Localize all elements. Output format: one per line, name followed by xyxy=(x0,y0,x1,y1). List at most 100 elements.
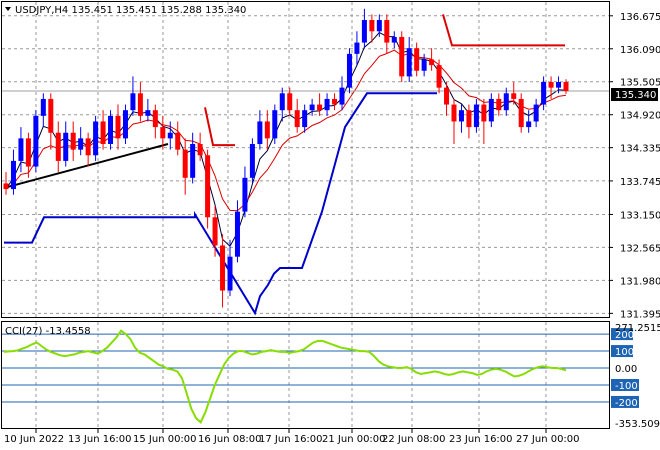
cci-level-label: 0.00 xyxy=(615,364,637,375)
candle-body xyxy=(220,245,226,291)
candle-body xyxy=(287,93,293,111)
candle-body xyxy=(332,98,338,105)
candle-body xyxy=(339,87,345,105)
candle-body xyxy=(18,138,24,161)
fast-moving-average xyxy=(5,31,567,248)
candle-body xyxy=(167,132,173,139)
time-axis-label: 10 Jun 2022 xyxy=(4,434,64,445)
price-tick-label: 131.395 xyxy=(620,309,660,320)
candle-body xyxy=(436,65,442,88)
time-axis-label: 16 Jun 08:00 xyxy=(198,434,262,445)
candle-body xyxy=(78,138,84,150)
candle-body xyxy=(294,110,300,128)
candle-body xyxy=(429,59,435,66)
candle-body xyxy=(100,121,106,145)
price-tick-label: 136.675 xyxy=(620,12,660,23)
candle-body xyxy=(354,42,360,54)
candle-body xyxy=(242,177,248,212)
candle-body xyxy=(511,93,517,99)
candle-body xyxy=(317,104,323,111)
candle-body xyxy=(518,98,524,128)
candle-body xyxy=(137,93,143,116)
cci-header: CCI(27) -13.4558 xyxy=(5,326,91,337)
candle-body xyxy=(257,121,263,145)
candle-body xyxy=(130,93,136,111)
candle-body xyxy=(227,256,233,291)
candle-body xyxy=(48,98,54,133)
candle-body xyxy=(175,132,181,150)
candle-body xyxy=(361,20,367,43)
time-axis-label: 17 Jun 16:00 xyxy=(259,434,323,445)
candle-body xyxy=(212,217,218,246)
price-tick-label: 133.745 xyxy=(620,177,660,188)
trailing-stop-resistance xyxy=(442,14,565,47)
candle-body xyxy=(25,138,31,167)
cci-level-tag xyxy=(611,395,639,408)
indicator-overlays xyxy=(2,14,609,316)
cci-indicator: 200 100 0.00 -100 -200 271.2515 -353.5092 xyxy=(2,323,660,430)
candle-body xyxy=(458,110,464,122)
candle-body xyxy=(205,155,211,218)
candle-body xyxy=(279,93,285,111)
cci-level-label: 200 xyxy=(615,330,634,341)
cci-level-tag xyxy=(611,328,633,341)
candle-body xyxy=(488,98,494,122)
current-price-tag xyxy=(611,88,658,101)
candle-body xyxy=(10,160,16,190)
time-axis-label: 15 Jun 00:00 xyxy=(133,434,197,445)
candle-body xyxy=(3,183,9,190)
price-tick-label: 131.980 xyxy=(620,276,660,287)
time-axis-label: 27 Jun 00:00 xyxy=(516,434,580,445)
candle-body xyxy=(108,115,114,145)
candle-body xyxy=(391,36,397,43)
candle-body xyxy=(182,149,188,178)
axes: 136.675 136.090 135.505 134.920 134.335 133.7… xyxy=(4,12,660,445)
price-tick-label: 135.505 xyxy=(620,78,660,89)
current-price-label: 135.340 xyxy=(615,90,656,101)
candle-body xyxy=(249,144,255,178)
candles xyxy=(3,8,569,308)
candle-body xyxy=(526,121,532,128)
candle-body xyxy=(473,104,479,128)
candle-body xyxy=(496,98,502,111)
time-axis-label: 13 Jun 16:00 xyxy=(68,434,132,445)
candle-body xyxy=(85,138,91,156)
candle-body xyxy=(451,104,457,122)
cci-level-label: -200 xyxy=(615,398,638,409)
candle-body xyxy=(190,144,196,178)
dropdown-triangle-icon[interactable] xyxy=(5,7,11,11)
candle-body xyxy=(503,93,509,111)
chart-header: USDJPY,H4 135.451 135.451 135.288 135.34… xyxy=(15,5,246,16)
candle-body xyxy=(414,48,420,71)
cci-level-label: 100 xyxy=(615,347,634,358)
candle-body xyxy=(406,48,412,77)
candle-body xyxy=(346,53,352,88)
price-tick-label: 136.090 xyxy=(620,45,660,56)
candle-body xyxy=(399,36,405,77)
trailing-stop-resistance xyxy=(204,107,235,147)
candle-body xyxy=(115,115,121,139)
candle-body xyxy=(93,121,99,156)
candle-body xyxy=(70,132,76,150)
slow-moving-average xyxy=(5,49,567,212)
candle-body xyxy=(55,132,61,161)
cci-max-label: 271.2515 xyxy=(615,323,660,334)
time-axis-label: 21 Jun 00:00 xyxy=(322,434,386,445)
price-tick-label: 134.920 xyxy=(620,111,660,122)
price-tick-label: 133.150 xyxy=(620,210,660,221)
candle-body xyxy=(324,98,330,111)
price-panel-frame xyxy=(1,1,610,318)
candle-body xyxy=(369,20,375,32)
candle-body xyxy=(272,110,278,139)
candle-body xyxy=(563,82,569,92)
cci-panel-frame xyxy=(1,321,610,429)
candle-body xyxy=(466,110,472,128)
candle-body xyxy=(234,211,240,257)
candle-body xyxy=(122,110,128,139)
time-axis-label: 23 Jun 16:00 xyxy=(449,434,513,445)
candle-body xyxy=(533,104,539,122)
candle-body xyxy=(63,132,69,161)
